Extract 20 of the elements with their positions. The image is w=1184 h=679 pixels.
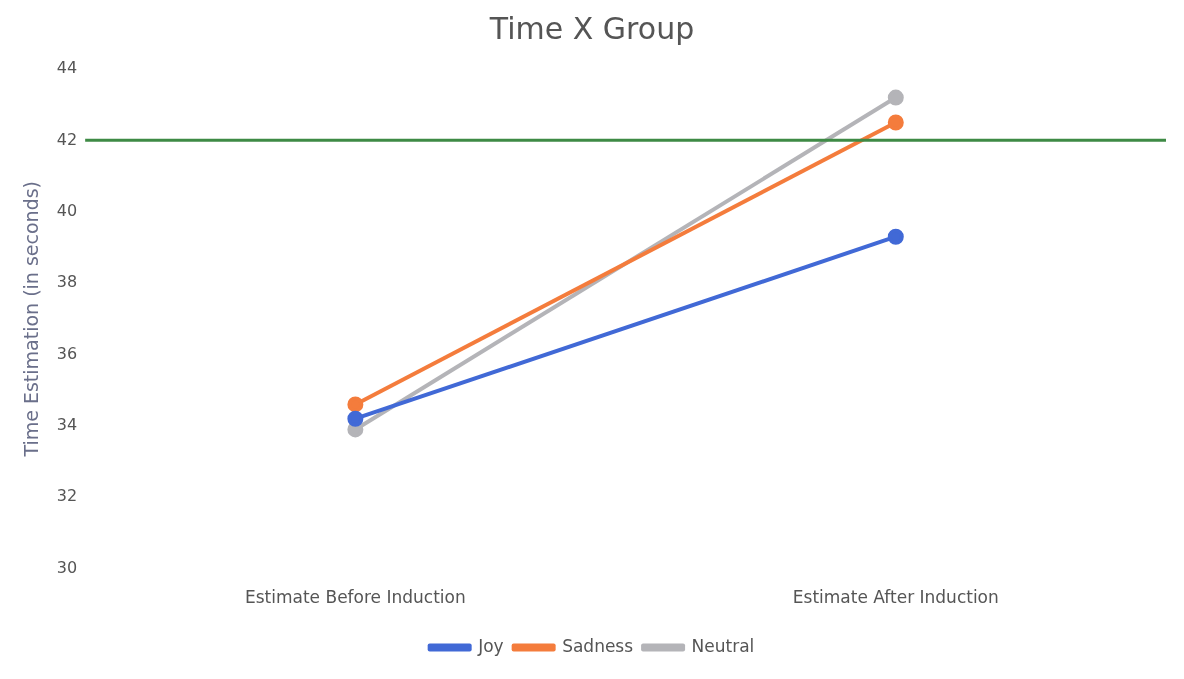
y-tick-label: 30 [56,557,78,577]
x-tick-label: Estimate Before Induction [244,587,466,608]
y-axis-title: Time Estimation (in seconds) [20,181,43,458]
legend-label: Neutral [691,635,755,656]
point [347,410,364,427]
point [887,114,904,131]
y-tick-label: 36 [56,343,78,363]
chart-title: Time X Group [488,10,695,46]
y-tick-label: 32 [56,486,78,506]
y-tick-label: 44 [56,58,78,78]
x-tick-label: Estimate After Induction [792,587,999,608]
point [887,89,904,106]
legend-label: Sadness [562,635,634,656]
y-tick-label: 40 [56,200,78,220]
y-tick-label: 34 [56,415,78,435]
point [347,396,364,413]
legend-label: Joy [477,635,504,656]
point [887,228,904,245]
y-tick-label: 42 [56,129,78,149]
y-tick-label: 38 [56,272,78,292]
